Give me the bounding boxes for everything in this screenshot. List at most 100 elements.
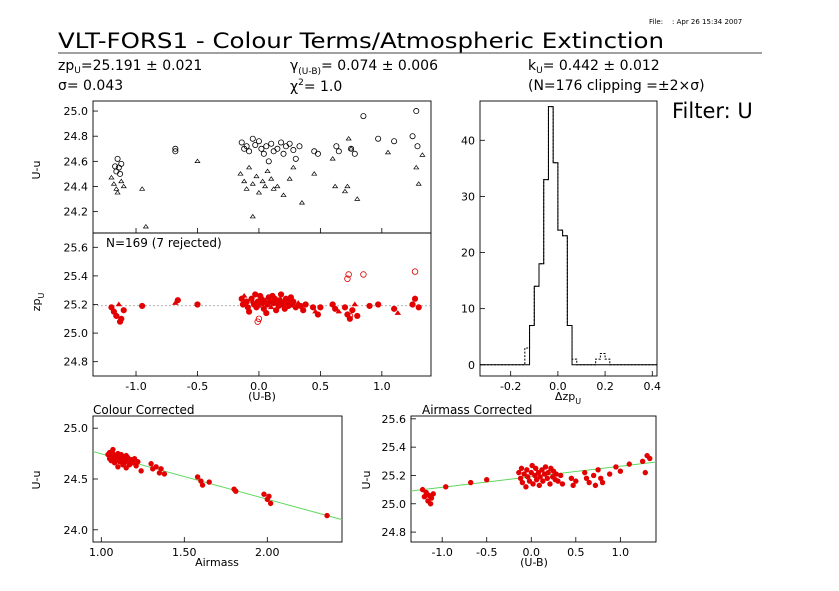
zp-ytick-label: 25.6 xyxy=(64,241,89,254)
airmass-corrected-frame xyxy=(410,415,657,543)
raw-point-triangle xyxy=(253,173,260,179)
airmass-corrected-ytick-label: 25.0 xyxy=(382,498,407,511)
top-left-frame xyxy=(92,100,432,377)
zp-rejected-point xyxy=(346,312,354,320)
airmass-corrected-ytick-label: 25.6 xyxy=(382,413,407,426)
airmass-corrected-point xyxy=(599,479,606,486)
histogram-ytick-label: 0 xyxy=(468,359,475,372)
zp-rejected-point xyxy=(345,271,352,278)
raw-point-triangle xyxy=(384,149,392,155)
zp-xtick-label: -1.0 xyxy=(125,380,146,393)
raw-point-triangle xyxy=(114,189,121,195)
airmass-corrected-point xyxy=(533,477,540,483)
raw-point-triangle xyxy=(264,168,271,174)
zp-ytick-label: 25.2 xyxy=(64,299,89,312)
zp-point xyxy=(341,304,349,311)
zp-ylabel: zpU xyxy=(30,293,46,312)
raw-point-circle xyxy=(333,143,340,150)
zp-point xyxy=(255,302,263,308)
airmass-corrected-point xyxy=(557,472,564,479)
colour-corrected-point xyxy=(233,488,239,494)
chi-symbol: χ xyxy=(290,79,298,95)
airmass-corrected-point xyxy=(570,482,576,489)
zp-ytick-label: 25.4 xyxy=(64,270,89,283)
colour-corrected-xlabel: Airmass xyxy=(195,556,239,569)
raw-ytick-label: 24.8 xyxy=(64,130,89,143)
colour-corrected-title: Colour Corrected xyxy=(93,403,195,417)
zp-rejected-point xyxy=(255,315,263,322)
zp-xtick-label: -0.5 xyxy=(187,380,208,393)
airmass-corrected-point xyxy=(542,464,549,470)
airmass-corrected-title: Airmass Corrected xyxy=(422,403,532,417)
zp-point xyxy=(351,301,359,307)
zp-point xyxy=(317,304,324,311)
airmass-corrected-marks xyxy=(410,452,657,507)
colour-corrected-point xyxy=(324,512,330,519)
airmass-corrected-point xyxy=(568,475,575,481)
histogram-xtick-label: 0.2 xyxy=(596,380,614,393)
airmass-corrected-xtick-label: -0.5 xyxy=(476,546,497,559)
raw-ylabel: U-u xyxy=(30,161,43,180)
airmass-corrected-point xyxy=(582,469,588,476)
raw-point-circle xyxy=(260,150,267,157)
raw-point-triangle xyxy=(419,152,426,157)
raw-point-triangle xyxy=(290,164,297,170)
zp-point xyxy=(240,292,248,298)
zp-point xyxy=(314,311,322,318)
raw-point-triangle xyxy=(194,158,201,163)
raw-point-triangle xyxy=(142,223,149,229)
zp-point xyxy=(116,318,124,325)
raw-point-circle xyxy=(360,113,367,120)
zp-point xyxy=(263,309,270,317)
raw-point-circle xyxy=(243,143,250,150)
zp-point xyxy=(394,310,402,315)
raw-point-triangle xyxy=(298,200,306,205)
zp-point xyxy=(354,312,361,320)
colour-corrected-point xyxy=(194,474,201,480)
histogram-xlabel-sub: U xyxy=(575,397,581,406)
airmass-corrected-point xyxy=(544,475,551,481)
raw-point-triangle xyxy=(274,183,281,189)
raw-point-triangle xyxy=(329,156,336,161)
raw-uu-panel: 24.2 24.4 24.6 24.8 25.0 U-u xyxy=(30,105,426,233)
raw-point-circle xyxy=(172,148,179,155)
airmass-corrected-point xyxy=(606,471,613,477)
colour-corrected-panel: Colour Corrected 24.0 24.5 25.0 1.00 1.50 2.0… xyxy=(30,403,343,569)
colour-corrected-marks xyxy=(92,446,343,521)
airmass-corrected-xtick-label: 0.0 xyxy=(523,546,541,559)
airmass-corrected-xtick-label: 0.5 xyxy=(567,546,585,559)
raw-point-triangle xyxy=(270,186,277,191)
airmass-corrected-point xyxy=(555,478,561,484)
gamma-symbol: γ xyxy=(290,58,298,74)
raw-point-circle xyxy=(286,140,293,147)
raw-marks xyxy=(108,108,426,229)
airmass-corrected-point xyxy=(524,467,530,473)
airmass-corrected-point xyxy=(617,468,624,474)
raw-point-circle xyxy=(265,158,272,165)
page-title: VLT-FORS1 - Colour Terms/Atmospheric Ext… xyxy=(58,29,664,53)
raw-point-circle xyxy=(409,133,416,140)
airmass-corrected-point xyxy=(484,477,490,483)
raw-point-circle xyxy=(238,139,245,146)
k-value: = 0.442 ± 0.012 xyxy=(543,58,660,74)
airmass-corrected-point xyxy=(539,467,545,473)
zp-point xyxy=(409,301,416,308)
raw-point-triangle xyxy=(259,178,266,184)
raw-point-circle xyxy=(268,140,275,147)
airmass-corrected-point xyxy=(529,462,535,469)
colour-corrected-point xyxy=(123,465,129,471)
airmass-corrected-point xyxy=(523,484,529,490)
filter-label: Filter: U xyxy=(672,99,753,123)
raw-point-triangle xyxy=(332,183,339,189)
zp-point xyxy=(411,295,419,302)
raw-point-triangle xyxy=(246,164,253,170)
colour-corrected-point xyxy=(148,461,154,467)
zp-point xyxy=(290,298,297,305)
histogram-frame xyxy=(479,100,658,377)
airmass-corrected-xtick-label: -1.0 xyxy=(431,546,452,559)
raw-ytick-label: 25.0 xyxy=(64,105,89,118)
raw-point-triangle xyxy=(280,192,287,197)
raw-point-circle xyxy=(246,148,253,155)
zp-point xyxy=(391,305,398,312)
raw-point-circle xyxy=(413,108,420,115)
